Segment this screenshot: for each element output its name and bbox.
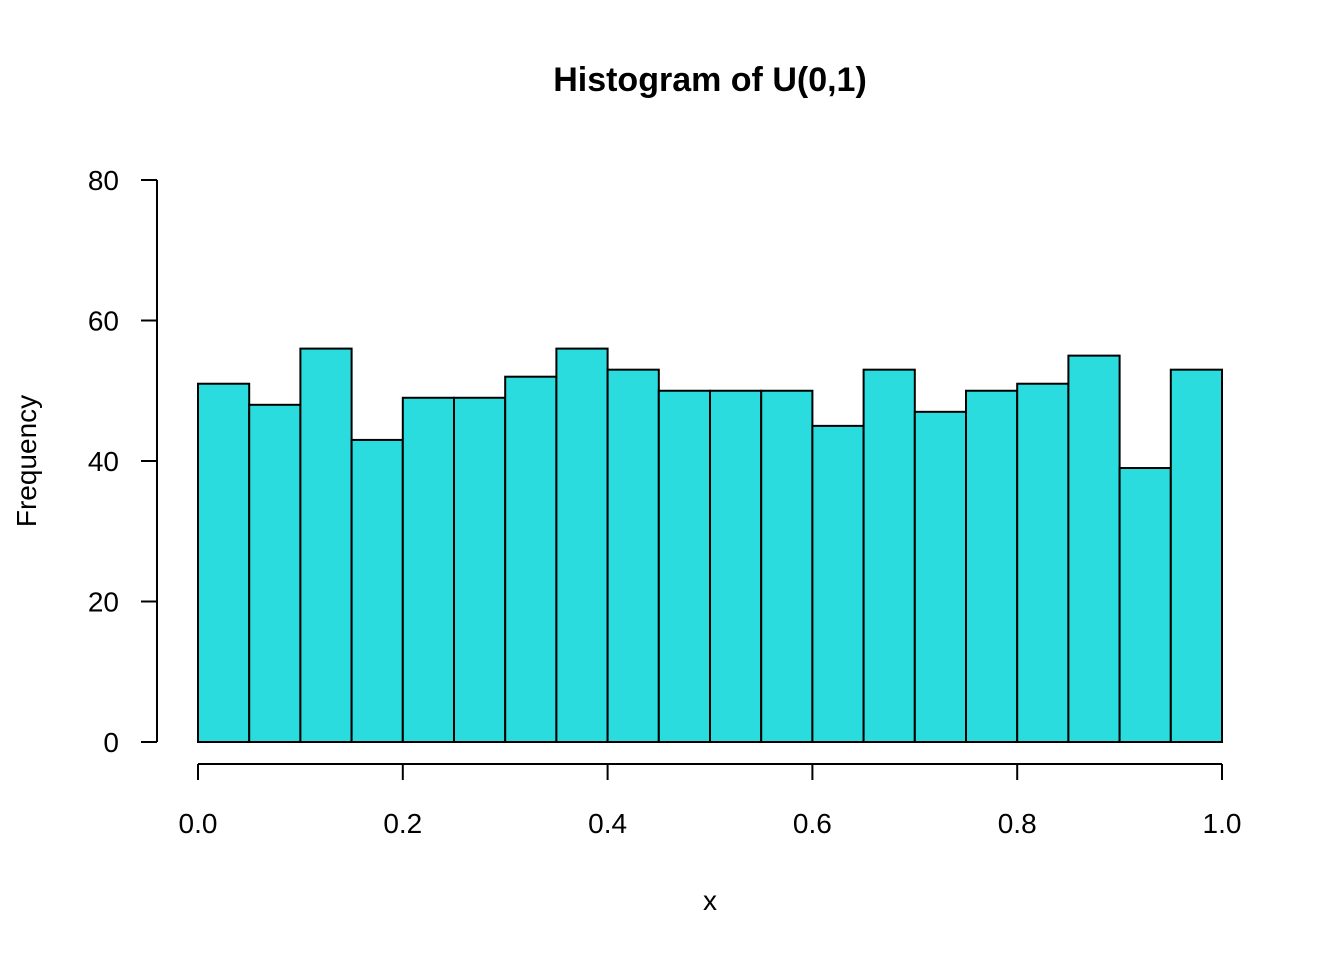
histogram-bar — [555, 347, 609, 743]
histogram-bar — [299, 347, 353, 743]
histogram-bar — [1169, 368, 1224, 743]
histogram-bar — [760, 389, 814, 743]
histogram-bar — [1067, 354, 1121, 743]
x-tick-label: 0.0 — [179, 808, 218, 839]
histogram-bar — [811, 424, 865, 743]
chart-title: Histogram of U(0,1) — [553, 61, 867, 99]
x-tick-label: 0.4 — [588, 808, 627, 839]
histogram-bar — [1016, 382, 1070, 743]
x-axis: 0.0 0.2 0.4 0.6 0.8 1.0 — [179, 763, 1242, 839]
x-tick-label: 0.2 — [383, 808, 422, 839]
histogram-bar — [350, 438, 404, 743]
histogram-bar — [709, 389, 763, 743]
histogram-bar — [862, 368, 916, 743]
bars-group — [197, 347, 1224, 743]
histogram-bar — [248, 403, 302, 743]
histogram-bar — [1118, 467, 1172, 743]
x-tick-label: 0.6 — [793, 808, 832, 839]
histogram-bar — [197, 382, 251, 743]
x-axis-label: x — [703, 885, 717, 916]
y-tick-label: 80 — [88, 165, 119, 196]
y-tick-label: 40 — [88, 446, 119, 477]
histogram-bar — [504, 375, 558, 743]
histogram-bar — [453, 396, 507, 743]
histogram-bar — [913, 410, 967, 743]
y-axis: 0 20 40 60 80 — [88, 165, 158, 758]
histogram-bar — [657, 389, 711, 743]
histogram-bar — [965, 389, 1019, 743]
y-tick-label: 60 — [88, 306, 119, 337]
x-tick-label: 1.0 — [1203, 808, 1242, 839]
histogram-bar — [606, 368, 660, 743]
y-axis-label: Frequency — [11, 395, 42, 527]
y-tick-label: 20 — [88, 587, 119, 618]
y-tick-label: 0 — [103, 727, 119, 758]
histogram-bar — [401, 396, 455, 743]
x-tick-label: 0.8 — [998, 808, 1037, 839]
